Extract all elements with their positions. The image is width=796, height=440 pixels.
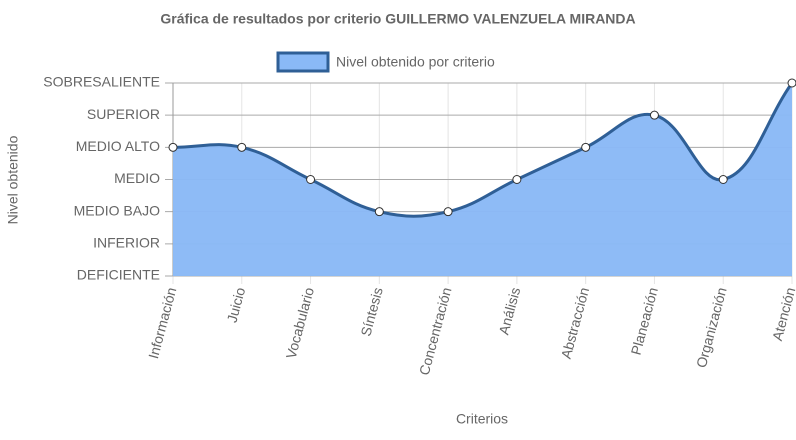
point [168,142,178,152]
chart-title: Gráfica de resultados por criterio GUILL… [160,11,635,27]
point [306,175,316,184]
point [237,142,247,152]
x-tick-label: Abstracción [558,286,592,361]
x-tick-label: Juicio [224,285,249,324]
y-tick-label: MEDIO ALTO [76,138,160,154]
x-tick-label: Organización [693,286,730,370]
y-tick-label: MEDIO [114,170,160,186]
y-tick-label: MEDIO BAJO [74,202,160,218]
y-tick-label: DEFICIENTE [77,267,160,283]
line [172,82,794,218]
legend-label: Nivel obtenido por criterio [336,54,495,70]
x-tick-label: Análisis [495,286,523,337]
x-tick-label: Síntesis [357,286,385,338]
x-tick-label: Atención [769,286,796,343]
x-tick-label: Información [145,286,179,361]
y-tick-label: SOBRESALIENTE [43,74,160,90]
point [718,175,728,184]
y-tick-label: INFERIOR [93,235,160,251]
point [374,207,384,217]
x-axis-title: Criterios [456,411,508,427]
x-tick-label: Planeación [628,286,661,357]
point [512,175,522,184]
legend-swatch [276,51,330,73]
point [443,207,453,217]
point [581,142,591,152]
x-tick-label: Vocabulario [283,285,317,360]
y-tick-label: SUPERIOR [87,106,160,122]
y-axis-title: Nivel obtenido [5,135,21,224]
point [787,78,796,88]
point [649,110,659,120]
x-tick-label: Concentración [416,286,455,377]
area [173,83,792,276]
